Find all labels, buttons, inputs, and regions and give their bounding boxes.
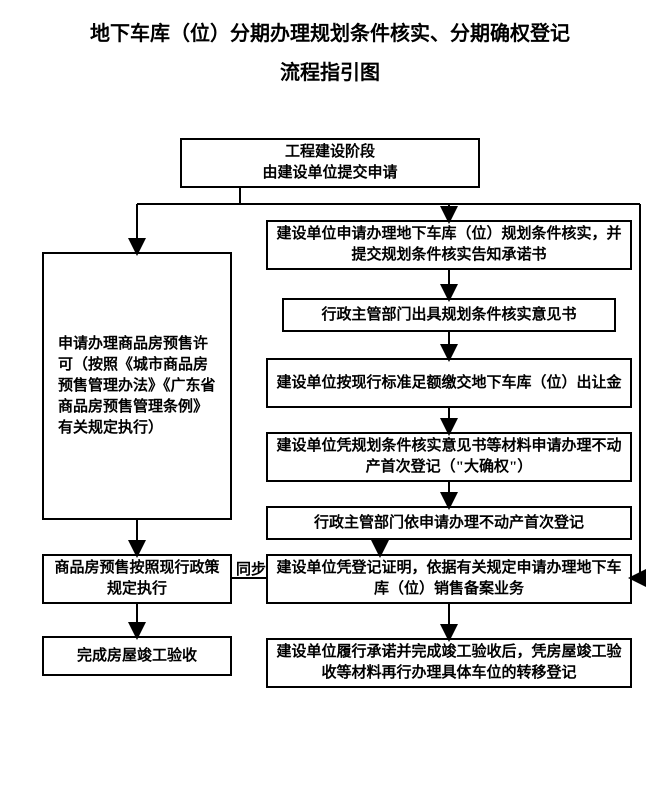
node-r7: 建设单位履行承诺并完成竣工验收后，凭房屋竣工验收等材料再行办理具体车位的转移登记: [266, 638, 632, 688]
node-r2: 行政主管部门出具规划条件核实意见书: [282, 298, 616, 332]
node-r4: 建设单位凭规划条件核实意见书等材料申请办理不动产首次登记（"大确权"）: [266, 432, 632, 482]
node-r6: 建设单位凭登记证明，依据有关规定申请办理地下车库（位）销售备案业务: [266, 554, 632, 604]
node-left-presale-permit: 申请办理商品房预售许可（按照《城市商品房预售管理办法》《广东省商品房预售管理条例…: [42, 252, 232, 520]
node-top: 工程建设阶段由建设单位提交申请: [180, 138, 480, 188]
node-r5: 行政主管部门依申请办理不动产首次登记: [266, 506, 632, 540]
node-left-presale-policy: 商品房预售按照现行政策规定执行: [42, 554, 232, 604]
sync-label: 同步: [236, 558, 266, 579]
page: 地下车库（位）分期办理规划条件核实、分期确权登记 流程指引图 工程建设阶段由建设…: [0, 0, 660, 789]
title-line1: 地下车库（位）分期办理规划条件核实、分期确权登记: [0, 0, 660, 50]
node-left-completion: 完成房屋竣工验收: [42, 636, 232, 676]
node-r3: 建设单位按现行标准足额缴交地下车库（位）出让金: [266, 358, 632, 408]
node-r1: 建设单位申请办理地下车库（位）规划条件核实，并提交规划条件核实告知承诺书: [266, 220, 632, 270]
title-line2: 流程指引图: [0, 56, 660, 85]
